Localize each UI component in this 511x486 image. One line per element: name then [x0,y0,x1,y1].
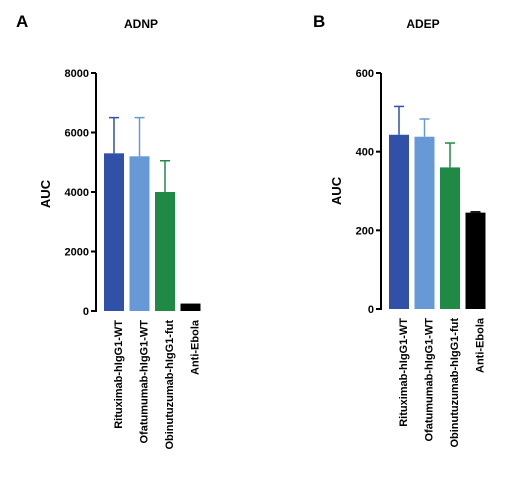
bar [129,156,150,311]
y-tick-label: 2000 [65,247,89,259]
x-tick-label: Rituximab-hIgG1-WT [398,318,410,427]
panel-b-adep: B ADEP AUC 0 200 400 600 Rituximab-hIgG1-WT O… [313,12,487,448]
x-tick-label: Obinutuzumab-hIgG1-fut [164,320,176,450]
y-tick-label: 200 [356,225,374,237]
chart-title: ADNP [124,17,158,31]
bar [180,303,201,311]
x-tick-label: Obinutuzumab-hIgG1-fut [449,318,461,448]
y-tick-label: 0 [83,306,89,318]
bar [104,153,124,311]
y-axis-label: AUC [329,176,344,205]
chart-title: ADEP [406,17,439,31]
x-tick-label: Anti-Ebola [190,319,202,375]
panel-label: B [313,12,325,31]
panel-a-adnp: A ADNP AUC 0 2000 4000 6000 8000 Rituximab-hI… [16,12,202,450]
x-tick-label: Rituximab-hIgG1-WT [113,320,125,429]
bar [155,192,175,311]
y-tick-label: 0 [368,304,374,316]
y-tick-label: 600 [356,68,374,80]
y-tick-label: 400 [356,147,374,159]
x-tick-label: Ofatumumab-hIgG1-WT [139,320,151,444]
y-tick-label: 6000 [65,128,89,140]
panel-label: A [16,12,28,31]
y-tick-label: 8000 [65,68,89,80]
bar [440,167,460,309]
y-axis-label: AUC [38,179,53,208]
bar [389,134,409,309]
bar [414,136,435,309]
x-tick-label: Anti-Ebola [475,317,487,373]
x-tick-label: Ofatumumab-hIgG1-WT [424,318,436,442]
y-tick-label: 4000 [65,187,89,199]
bar [465,212,486,309]
